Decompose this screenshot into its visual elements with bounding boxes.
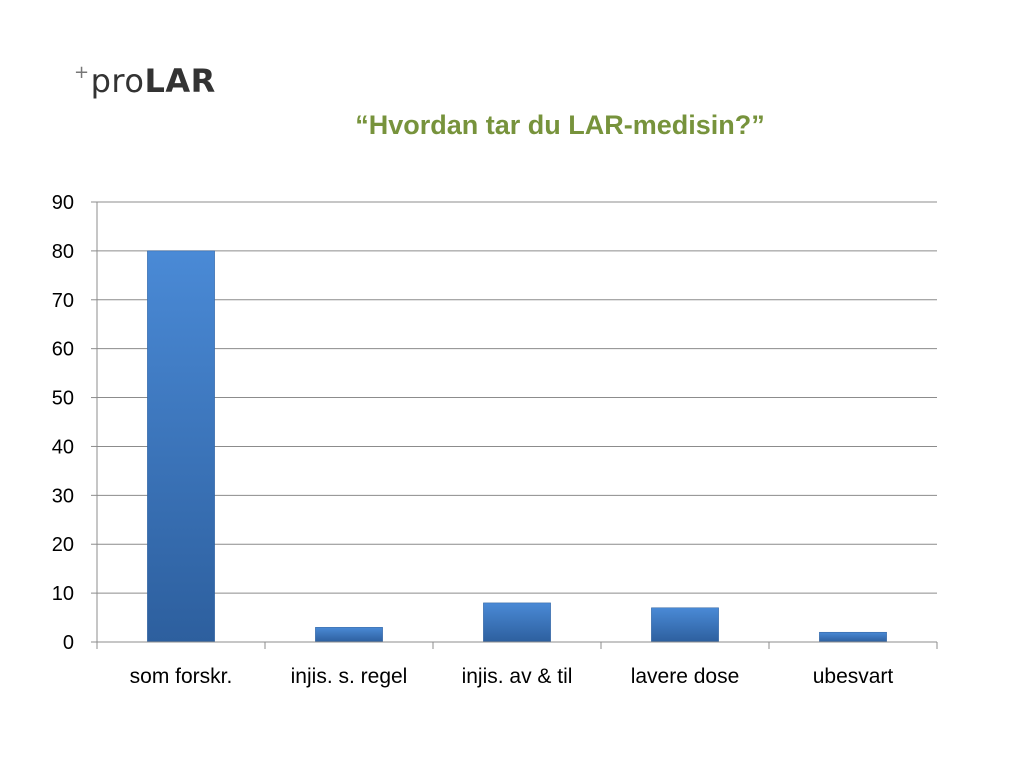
bar	[651, 607, 719, 643]
x-tick-label: ubesvart	[813, 665, 894, 688]
y-tick-label: 20	[52, 534, 74, 556]
x-tick-label: injis. av & til	[462, 665, 573, 688]
y-tick-label: 40	[52, 436, 74, 458]
y-tick-label: 60	[52, 339, 74, 361]
axes	[96, 202, 938, 649]
y-tick-label: 30	[52, 485, 74, 507]
x-tick-label: som forskr.	[130, 665, 233, 688]
logo-plus: +	[74, 62, 90, 83]
prolar-logo: +proLAR	[74, 62, 216, 100]
bar	[315, 627, 383, 643]
y-tick-label: 90	[52, 192, 74, 214]
x-tick-labels: som forskr. injis. s. regel injis. av & ti…	[130, 665, 894, 688]
bars	[147, 250, 887, 643]
y-tick-label: 10	[52, 583, 74, 605]
chart-title: “Hvordan tar du LAR-medisin?”	[355, 110, 765, 140]
gridlines	[91, 201, 937, 643]
y-tick-label: 0	[63, 632, 74, 654]
logo-pro: pro	[90, 62, 145, 100]
logo-lar: LAR	[144, 62, 216, 100]
y-tick-label: 50	[52, 388, 74, 410]
bar	[483, 602, 551, 643]
y-tick-labels: 0 10 20 30 40 50 60 70 80 90	[52, 192, 74, 654]
bar	[147, 250, 215, 643]
bar	[819, 631, 887, 643]
x-tick-label: injis. s. regel	[291, 665, 408, 688]
y-tick-label: 80	[52, 241, 74, 263]
x-tick-label: lavere dose	[631, 665, 740, 688]
y-tick-label: 70	[52, 290, 74, 312]
